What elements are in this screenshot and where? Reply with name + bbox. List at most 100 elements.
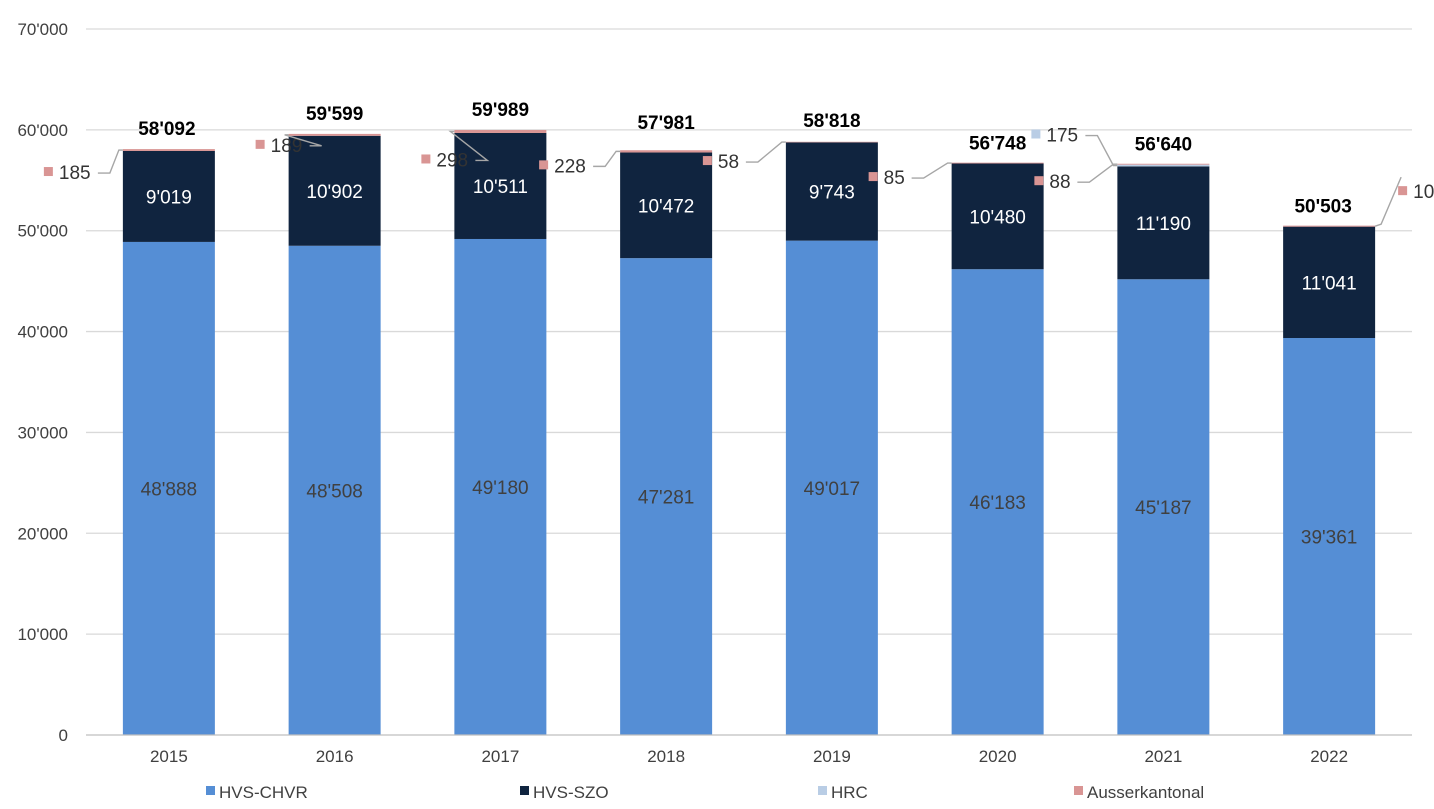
callout-label-ausserkantonal: 298	[436, 150, 468, 171]
data-label-hvs-szo: 11'041	[1302, 273, 1357, 294]
legend-key-ausserkantonal	[702, 156, 712, 166]
legend: HVS-CHVR HVS-SZO HRC Ausserkantonal	[206, 783, 1204, 802]
leader-line	[448, 130, 490, 162]
bar-hvs-chvr	[1117, 279, 1210, 735]
bar-ausserkantonal	[620, 150, 713, 153]
bar-hvs-chvr	[454, 238, 547, 736]
y-tick-label: 0	[59, 726, 68, 745]
bar-hvs-szo	[951, 163, 1044, 270]
bar-hvs-chvr	[785, 240, 878, 735]
bar-hvs-szo	[288, 135, 381, 246]
y-tick-label: 20'000	[17, 524, 68, 543]
y-tick-label: 40'000	[17, 323, 68, 342]
total-label: 56'640	[1135, 135, 1192, 156]
bar-ausserkantonal	[122, 149, 215, 151]
callout-label-ausserkantonal: 185	[59, 163, 91, 184]
legend-label-hvs-chvr: HVS-CHVR	[219, 783, 308, 802]
x-tick-label: 2018	[647, 747, 685, 766]
legend-label-hvs-szo: HVS-SZO	[533, 783, 609, 802]
data-label-hvs-szo: 10'511	[473, 177, 528, 198]
callout-label-ausserkantonal: 58	[718, 152, 739, 173]
bar-hvs-chvr	[288, 245, 381, 735]
data-label-hvs-chvr: 47'281	[638, 488, 694, 509]
bar-ausserkantonal	[951, 162, 1044, 164]
bar-hrc	[1117, 164, 1210, 167]
total-label: 59'989	[472, 100, 529, 121]
legend-key-ausserkantonal	[1034, 176, 1044, 186]
x-tick-label: 2020	[979, 747, 1017, 766]
bar-hvs-chvr	[1283, 338, 1376, 735]
leader-line	[1374, 176, 1402, 227]
y-tick-label: 10'000	[17, 625, 68, 644]
bar-hvs-szo	[1117, 166, 1210, 280]
bar-hvs-chvr	[951, 269, 1044, 735]
legend-key-ausserkantonal	[255, 139, 265, 149]
data-label-hvs-chvr: 39'361	[1301, 528, 1357, 549]
bar-ausserkantonal	[454, 129, 547, 133]
data-label-hvs-szo: 9'019	[146, 187, 192, 208]
bar-hvs-szo	[122, 150, 215, 242]
legend-key-ausserkantonal	[539, 160, 549, 170]
legend-key-hvs-szo	[520, 786, 529, 795]
legend-key-hvs-chvr	[206, 786, 215, 795]
y-tick-label: 30'000	[17, 423, 68, 442]
legend-key-ausserkantonal	[43, 167, 53, 177]
leader-line	[97, 149, 123, 174]
leader-line	[1085, 134, 1118, 167]
callout-label-ausserkantonal: 85	[884, 168, 905, 189]
total-label: 58'092	[138, 119, 195, 140]
bar-hvs-szo	[454, 132, 547, 239]
data-label-hvs-chvr: 45'187	[1135, 498, 1191, 519]
total-label: 59'599	[306, 104, 363, 125]
data-label-hvs-szo: 10'472	[638, 196, 694, 217]
y-tick-label: 60'000	[17, 121, 68, 140]
data-label-hvs-chvr: 49'017	[804, 479, 860, 500]
legend-key-hrc	[818, 786, 827, 795]
legend-key-hrc	[1031, 129, 1041, 139]
legend-key-ausserkantonal	[868, 172, 878, 182]
x-tick-label: 2022	[1310, 747, 1348, 766]
y-tick-label: 50'000	[17, 222, 68, 241]
bar-ausserkantonal	[288, 133, 381, 136]
leader-line	[1077, 163, 1118, 183]
gridlines	[86, 28, 1412, 635]
axes: 0 10'000 20'000 30'000 40'000 50'000 60'000 70'…	[17, 20, 1412, 766]
bar-hvs-chvr	[122, 241, 215, 735]
bars	[122, 129, 1376, 736]
legend-key-ausserkantonal	[1074, 786, 1083, 795]
total-label: 57'981	[637, 113, 695, 134]
callout-label-hrc: 175	[1046, 126, 1078, 147]
y-tick-label: 70'000	[17, 20, 68, 39]
callout-label-ausserkantonal: 228	[554, 156, 586, 177]
leader-line	[745, 141, 786, 163]
total-label: 56'748	[969, 134, 1026, 155]
x-tick-label: 2015	[150, 747, 188, 766]
callout-label-ausserkantonal: 88	[1049, 172, 1070, 193]
leader-line	[284, 134, 322, 147]
leader-line	[593, 150, 621, 168]
x-tick-label: 2017	[481, 747, 519, 766]
callout-label-ausserkantonal: 101	[1413, 182, 1434, 203]
data-label-hvs-szo: 10'480	[969, 207, 1025, 228]
total-label: 50'503	[1294, 197, 1351, 218]
data-label-hvs-chvr: 46'183	[969, 493, 1025, 514]
data-labels: 48'888 9'019 48'508 10'902 49'180 10'511 47'28…	[43, 100, 1434, 549]
data-label-hvs-szo: 9'743	[809, 182, 855, 203]
legend-key-ausserkantonal	[1398, 186, 1408, 196]
bar-ausserkantonal	[1117, 163, 1210, 165]
x-tick-label: 2021	[1144, 747, 1182, 766]
bar-hvs-szo	[785, 142, 878, 241]
x-tick-label: 2019	[813, 747, 851, 766]
bar-hvs-szo	[1283, 226, 1376, 339]
legend-label-ausserkantonal: Ausserkantonal	[1087, 783, 1204, 802]
data-label-hvs-chvr: 48'888	[141, 479, 197, 500]
data-label-hvs-szo: 11'190	[1136, 214, 1191, 235]
legend-label-hrc: HRC	[831, 783, 868, 802]
x-tick-label: 2016	[316, 747, 354, 766]
callout-label-ausserkantonal: 189	[271, 136, 303, 157]
data-label-hvs-chvr: 49'180	[472, 478, 528, 499]
bar-hvs-chvr	[620, 258, 713, 735]
data-label-hvs-chvr: 48'508	[306, 481, 362, 502]
